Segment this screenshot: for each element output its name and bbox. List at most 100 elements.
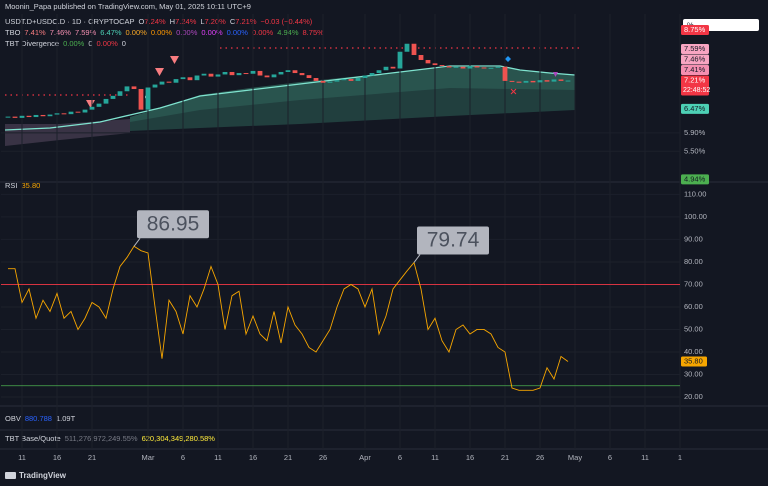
x-tick-label: 11 xyxy=(214,453,222,462)
legend-item: 7.21% xyxy=(235,17,257,26)
legend-item: 7.24% xyxy=(175,17,197,26)
legend-item: C xyxy=(230,17,236,26)
signal-marker xyxy=(505,56,511,62)
legend-item: 0.00% xyxy=(151,28,173,37)
y-tick-label: 5.90% xyxy=(684,128,706,137)
candle-body xyxy=(397,51,403,69)
candle-body xyxy=(558,79,564,81)
y-tick-label: 50.00 xyxy=(684,324,703,333)
candle-body xyxy=(439,65,445,67)
candle-body xyxy=(229,71,235,76)
legend-item: TBT Divergence xyxy=(5,39,59,48)
callout-pointer xyxy=(133,237,141,247)
legend-item: RSI xyxy=(5,181,18,190)
candle-body xyxy=(460,66,466,69)
rsi-line xyxy=(8,245,569,391)
candle-body xyxy=(411,43,417,56)
x-tick-label: 11 xyxy=(641,453,649,462)
price-tag xyxy=(681,174,709,185)
legend-item: 7.20% xyxy=(205,17,227,26)
candle-body xyxy=(131,86,137,90)
candle-body xyxy=(425,59,431,64)
candle-body xyxy=(446,66,452,68)
candle-body xyxy=(194,75,200,81)
candle-body xyxy=(488,67,494,69)
candle-body xyxy=(376,70,382,74)
candle-body xyxy=(313,78,319,81)
price-tag-label: 8.75% xyxy=(684,25,706,34)
rsi-legend: RSI 35.80 xyxy=(5,181,40,190)
candle-body xyxy=(201,73,207,76)
candle-body xyxy=(138,89,144,110)
legend-item: 7.24% xyxy=(144,17,166,26)
legend-item: H xyxy=(170,17,175,26)
tbo-line xyxy=(4,65,576,131)
candle-body xyxy=(355,78,361,81)
callout-label: 86.95 xyxy=(147,212,200,235)
signal-marker xyxy=(86,100,95,108)
candle-body xyxy=(327,81,333,83)
y-tick-label: 80.00 xyxy=(684,257,703,266)
signal-marker xyxy=(510,88,517,95)
legend-item: OBV xyxy=(5,414,21,423)
x-tick-label: 26 xyxy=(536,453,544,462)
candle-body xyxy=(19,115,25,118)
legend-item: 6.47% xyxy=(100,28,122,37)
candle-body xyxy=(124,86,130,92)
candle-body xyxy=(404,43,410,52)
candle-body xyxy=(334,80,340,82)
price-tag-label: 7.59% xyxy=(684,44,706,53)
price-tag xyxy=(681,103,709,114)
symbol-legend: USDT.D+USDC.D · 1D · CRYPTOCAP O7.24% H7.2… xyxy=(5,17,313,26)
logo-icon[interactable] xyxy=(5,472,16,479)
legend-item: 7.59% xyxy=(75,28,97,37)
candle-body xyxy=(96,103,102,107)
signal-marker xyxy=(553,72,558,77)
x-tick-label: 16 xyxy=(53,453,61,462)
x-tick-label: 21 xyxy=(88,453,96,462)
candle-body xyxy=(306,75,312,79)
candle-body xyxy=(481,67,487,69)
legend-item: 0 xyxy=(88,39,92,48)
candle-body xyxy=(509,80,515,82)
publisher: Moonin_Papa published on TradingView.com… xyxy=(5,2,251,11)
candle-body xyxy=(5,116,11,118)
x-tick-label: 6 xyxy=(608,453,612,462)
y-tick-label: 110.00 xyxy=(684,189,706,198)
candle-body xyxy=(250,70,256,74)
legend-item: 0.00% xyxy=(63,39,85,48)
y-tick-label: 90.00 xyxy=(684,234,703,243)
x-tick-label: 6 xyxy=(181,453,185,462)
candle-body xyxy=(54,113,60,115)
candle-body xyxy=(12,116,18,118)
candle-body xyxy=(243,73,249,75)
brand-logo[interactable]: TradingView xyxy=(5,471,67,480)
candle-body xyxy=(33,114,39,118)
y-tick-label: 70.00 xyxy=(684,279,703,288)
legend-item: 0.00% xyxy=(201,28,223,37)
legend-item: 0.00% xyxy=(227,28,249,37)
x-tick-label: Apr xyxy=(359,453,371,462)
candle-body xyxy=(173,79,179,83)
legend-item: 620,304,349,280.58% xyxy=(142,434,216,443)
legend-item: 7.41% xyxy=(24,28,46,37)
x-tick-label: 16 xyxy=(249,453,257,462)
candle-body xyxy=(110,95,116,99)
tbt-divergence-legend: TBT Divergence 0.00% 0 0.00% 0 xyxy=(5,39,126,48)
candle-body xyxy=(47,114,53,117)
price-tag-label: 7.21% xyxy=(684,76,706,85)
callout-pointer xyxy=(413,254,421,263)
candle-body xyxy=(145,87,151,110)
legend-item: TBT Base/Quote xyxy=(5,434,61,443)
y-tick-label: 30.00 xyxy=(684,369,703,378)
legend-item: 0.00% xyxy=(97,39,119,48)
candle-body xyxy=(523,80,529,83)
brand-name[interactable]: TradingView xyxy=(19,471,67,480)
candle-body xyxy=(187,77,193,81)
candle-body xyxy=(40,114,46,117)
candle-body xyxy=(369,73,375,76)
callout-label: 79.74 xyxy=(427,229,480,252)
legend-item: 0 xyxy=(122,39,126,48)
candle-body xyxy=(257,70,263,76)
legend-item: O xyxy=(139,17,145,26)
